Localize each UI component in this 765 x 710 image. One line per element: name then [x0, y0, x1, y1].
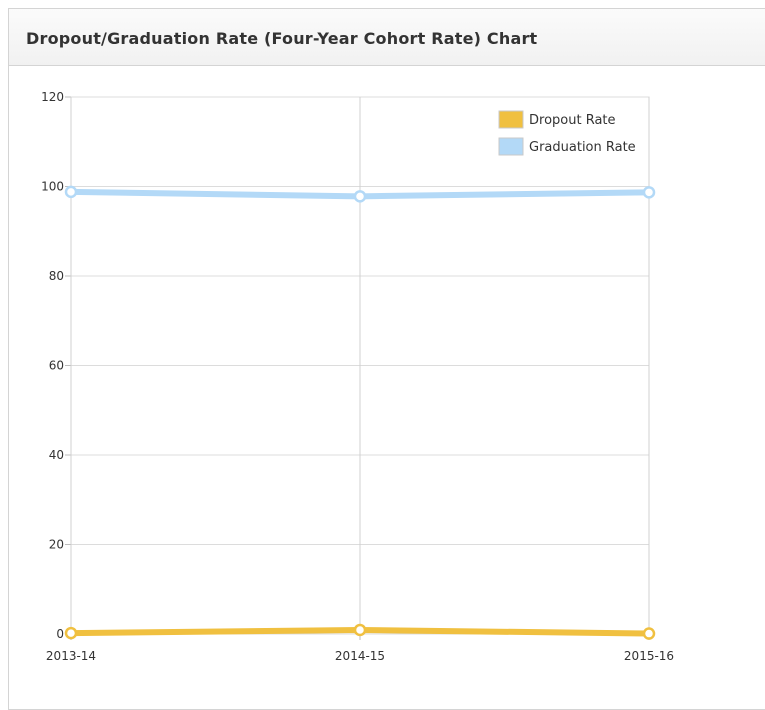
legend-swatch-dropout-rate	[498, 110, 524, 129]
panel-header: Dropout/Graduation Rate (Four-Year Cohor…	[9, 9, 765, 66]
graduation-rate-point	[642, 186, 656, 199]
legend-label-dropout-rate: Dropout Rate	[529, 113, 616, 128]
x-tick-label: 2013-14	[46, 649, 96, 663]
graduation-rate-point	[353, 190, 367, 203]
y-tick-label: 40	[49, 448, 64, 462]
line-chart: 0 20 40 60 80 100 120 2013-14 2014-15 2015-16 Drop…	[41, 90, 674, 663]
y-tick-label: 0	[56, 627, 64, 641]
x-tick-label: 2014-15	[335, 649, 385, 663]
y-tick-label: 20	[49, 538, 64, 552]
graduation-rate-point	[64, 185, 78, 199]
y-tick-label: 80	[49, 269, 64, 283]
x-tick-label: 2015-16	[624, 649, 674, 663]
y-tick-label: 60	[49, 359, 64, 373]
legend-swatch-graduation-rate	[498, 137, 524, 156]
dropout-rate-point	[64, 626, 78, 640]
y-tick-label: 120	[41, 90, 64, 104]
dropout-rate-point	[642, 627, 656, 640]
page-title: Dropout/Graduation Rate (Four-Year Cohor…	[26, 29, 538, 48]
legend-label-graduation-rate: Graduation Rate	[529, 140, 636, 155]
dropout-rate-point	[353, 623, 367, 637]
y-tick-label: 100	[41, 180, 64, 194]
